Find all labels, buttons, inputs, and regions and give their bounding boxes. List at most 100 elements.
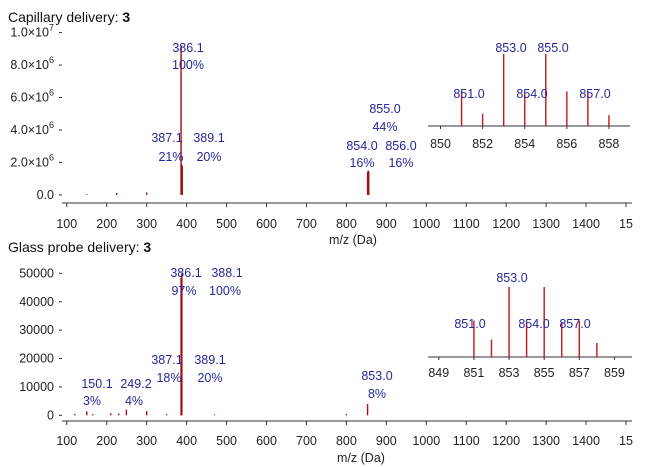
- peak-label-pct: 21%: [158, 150, 183, 164]
- x-tick-label: 300: [136, 217, 157, 231]
- x-tick-label: 500: [216, 434, 237, 448]
- inset-x-tick-label: 857: [569, 366, 590, 380]
- peak-label-mz: 854.0: [346, 139, 377, 153]
- y-tick-label: 30000: [19, 323, 54, 337]
- x-tick-label: 1100: [453, 217, 480, 231]
- x-tick-label: 800: [336, 434, 357, 448]
- y-tick-label: 6.0×106: [10, 88, 54, 105]
- inset-peak-label: 857.0: [579, 87, 610, 101]
- peak-label-mz: 388.1: [211, 266, 242, 280]
- y-tick-label: 8.0×106: [10, 55, 54, 72]
- peak-label-pct: 97%: [171, 284, 196, 298]
- panel-glass-probe: Glass probe delivery: 3 0 10000 20000 30000…: [8, 239, 633, 465]
- inset-x-ticks: 849 851 853 855 857 859: [428, 357, 625, 380]
- x-tick-label: 1400: [572, 217, 600, 231]
- inset-peak-label: 855.0: [537, 41, 568, 55]
- x-tick-label: 900: [376, 217, 397, 231]
- x-tick-label: 200: [96, 434, 117, 448]
- peak-label-mz: 150.1: [81, 377, 112, 391]
- panel-capillary: Capillary delivery: 3 0.0 2.0×106 4.0×106 6…: [8, 9, 633, 247]
- x-tick-label: 100: [56, 434, 77, 448]
- inset-x-tick-label: 850: [430, 137, 451, 151]
- y-axis-ticks: 0.0 2.0×106 4.0×106 6.0×106 8.0×106 1.0×107: [10, 23, 62, 202]
- spectrum-peaks: [74, 273, 369, 416]
- y-axis-ticks: 0 10000 20000 30000 40000 50000: [19, 266, 62, 422]
- x-tick-label: 800: [336, 217, 357, 231]
- peak-label-pct: 100%: [172, 58, 204, 72]
- x-tick-label: 100: [56, 217, 77, 231]
- peak-label-mz: 386.1: [170, 266, 201, 280]
- inset-peak-label: 854.0: [518, 317, 549, 331]
- peak-label-pct: 4%: [125, 394, 143, 408]
- x-tick-label: 1100: [453, 434, 480, 448]
- y-tick-label: 1.0×107: [10, 23, 54, 40]
- panel-title: Glass probe delivery: 3: [8, 239, 151, 255]
- peak-label-mz: 389.1: [194, 353, 225, 367]
- x-tick-label: 700: [296, 434, 317, 448]
- x-tick-label: 1300: [532, 217, 560, 231]
- inset-peak-label: 851.0: [453, 87, 484, 101]
- peak-label-mz: 855.0: [369, 102, 400, 116]
- x-tick-label: 1200: [492, 217, 520, 231]
- inset-peaks: [460, 54, 610, 126]
- peak-label-mz: 387.1: [151, 131, 182, 145]
- x-axis-label: m/z (Da): [329, 233, 377, 247]
- inset-x-tick-label: 854: [514, 137, 535, 151]
- inset-x-tick-label: 855: [534, 366, 555, 380]
- peak-label-mz: 389.1: [193, 131, 224, 145]
- x-tick-label: 500: [216, 217, 237, 231]
- x-tick-label: 1300: [532, 434, 560, 448]
- peak-label-pct: 20%: [196, 150, 221, 164]
- peak-label-pct: 20%: [197, 371, 222, 385]
- peak-annotations: 386.1 97% 388.1 100% 387.1 18% 389.1 20%…: [81, 266, 392, 408]
- inset-x-tick-label: 852: [472, 137, 493, 151]
- inset-x-tick-label: 853: [499, 366, 520, 380]
- y-tick-label: 10000: [19, 380, 54, 394]
- panel-title: Capillary delivery: 3: [8, 9, 130, 25]
- x-tick-label: 400: [176, 217, 197, 231]
- x-tick-label: 1200: [492, 434, 520, 448]
- spectrum-peaks: [86, 45, 370, 195]
- inset-x-tick-label: 851: [463, 366, 484, 380]
- x-axis-label: m/z (Da): [337, 451, 385, 465]
- y-tick-label: 50000: [19, 266, 54, 280]
- peak-label-mz: 856.0: [385, 139, 416, 153]
- peak-label-mz: 387.1: [151, 353, 182, 367]
- y-tick-label: 0.0: [37, 188, 54, 202]
- peak-label-mz: 249.2: [120, 377, 151, 391]
- x-tick-label: 15: [619, 217, 633, 231]
- inset-peak-label: 857.0: [559, 317, 590, 331]
- peak-label-pct: 8%: [368, 387, 386, 401]
- y-tick-label: 2.0×106: [10, 152, 54, 169]
- peak-label-pct: 16%: [349, 156, 374, 170]
- peak-label-pct: 18%: [156, 371, 181, 385]
- x-tick-label: 600: [256, 217, 277, 231]
- x-tick-label: 1400: [572, 434, 600, 448]
- inset-x-ticks: 850 852 854 856 858: [430, 126, 619, 151]
- inset-peak-label: 853.0: [496, 271, 527, 285]
- inset-peak-label: 854.0: [516, 87, 547, 101]
- x-tick-label: 300: [136, 434, 157, 448]
- x-tick-label: 600: [256, 434, 277, 448]
- peak-label-mz: 853.0: [361, 369, 392, 383]
- x-tick-label: 700: [296, 217, 317, 231]
- y-tick-label: 0: [47, 408, 54, 422]
- x-axis-ticks: 100 200 300 400 500 600 700 800 900 1000 1100 1200 1…: [56, 421, 633, 448]
- peak-label-pct: 3%: [83, 394, 101, 408]
- x-tick-label: 1000: [412, 217, 440, 231]
- y-tick-label: 4.0×106: [10, 120, 54, 137]
- x-tick-label: 900: [376, 434, 397, 448]
- inset-peaks: [473, 287, 598, 357]
- inset-x-tick-label: 849: [428, 366, 449, 380]
- isotope-inset: 850 852 854 856 858 851.0 853.0 854.0 855.0 …: [428, 41, 630, 151]
- x-tick-label: 15: [619, 434, 633, 448]
- inset-x-tick-label: 858: [599, 137, 620, 151]
- peak-label-mz: 386.1: [172, 41, 203, 55]
- peak-annotations: 386.1 100% 387.1 21% 389.1 20% 855.0 44%…: [151, 41, 416, 170]
- peak-label-pct: 100%: [209, 284, 241, 298]
- inset-x-tick-label: 859: [604, 366, 625, 380]
- inset-peak-label: 851.0: [454, 317, 485, 331]
- x-axis-ticks: 100 200 300 400 500 600 700 800 900 1000 1100 1200 1…: [56, 203, 633, 231]
- peak-label-pct: 44%: [372, 120, 397, 134]
